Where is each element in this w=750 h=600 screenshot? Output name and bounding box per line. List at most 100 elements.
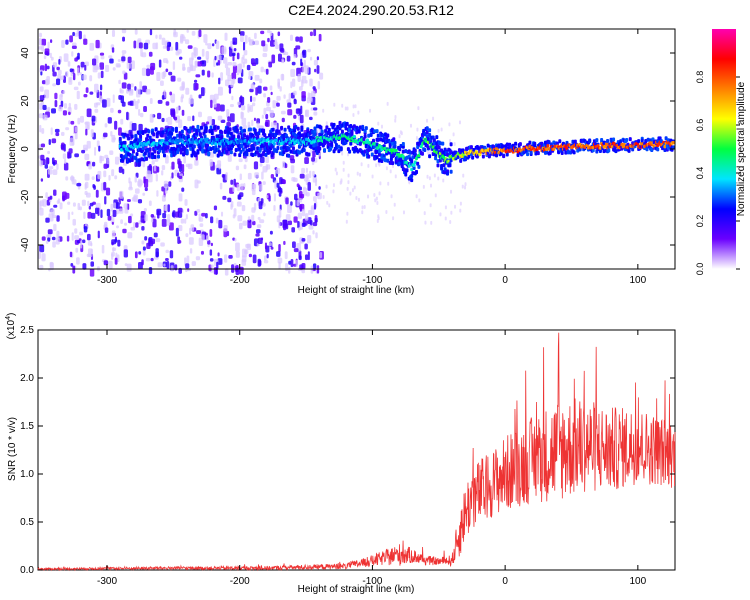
noise-speckle bbox=[292, 177, 298, 182]
noise-speckle bbox=[347, 173, 350, 178]
noise-speckle bbox=[238, 222, 243, 230]
ridge-halo bbox=[449, 169, 453, 174]
ridge-halo bbox=[328, 131, 332, 136]
ridge-core bbox=[484, 149, 488, 153]
ridge-core bbox=[195, 138, 199, 143]
noise-speckle bbox=[162, 71, 167, 78]
ridge-core bbox=[296, 138, 300, 143]
ridge-halo bbox=[161, 130, 165, 135]
ridge-core bbox=[214, 142, 218, 146]
noise-speckle bbox=[100, 209, 103, 219]
ridge-halo bbox=[459, 158, 463, 163]
noise-speckle bbox=[51, 214, 57, 219]
noise-speckle bbox=[138, 251, 142, 255]
noise-speckle bbox=[185, 263, 190, 269]
noise-speckle bbox=[247, 121, 251, 129]
y-tick-label: -40 bbox=[20, 237, 31, 252]
noise-speckle bbox=[64, 192, 70, 199]
noise-speckle bbox=[273, 204, 276, 212]
ridge-halo bbox=[528, 140, 532, 145]
noise-speckle bbox=[141, 240, 145, 245]
noise-speckle bbox=[326, 200, 329, 205]
noise-speckle bbox=[360, 162, 363, 167]
noise-speckle bbox=[261, 114, 264, 119]
noise-speckle bbox=[60, 144, 64, 150]
noise-speckle bbox=[220, 211, 224, 217]
noise-speckle bbox=[416, 127, 419, 132]
noise-speckle bbox=[252, 184, 257, 189]
noise-speckle bbox=[301, 237, 306, 242]
noise-speckle bbox=[197, 61, 202, 67]
noise-speckle bbox=[231, 72, 237, 80]
noise-speckle bbox=[108, 260, 113, 269]
ridge-halo bbox=[282, 150, 286, 155]
noise-speckle bbox=[135, 222, 139, 228]
noise-speckle bbox=[99, 52, 105, 56]
ridge-halo bbox=[253, 128, 257, 133]
ridge-halo bbox=[386, 158, 390, 163]
noise-speckle bbox=[90, 129, 94, 138]
noise-speckle bbox=[317, 192, 322, 200]
noise-speckle bbox=[307, 182, 311, 191]
noise-speckle bbox=[237, 77, 243, 84]
noise-speckle bbox=[297, 212, 303, 219]
noise-speckle bbox=[143, 208, 147, 212]
noise-speckle bbox=[76, 182, 82, 187]
noise-speckle bbox=[68, 120, 71, 125]
noise-speckle bbox=[346, 211, 349, 216]
noise-speckle bbox=[196, 208, 201, 213]
noise-speckle bbox=[310, 97, 313, 103]
noise-speckle bbox=[121, 82, 127, 89]
noise-speckle bbox=[69, 35, 73, 43]
ridge-halo bbox=[492, 145, 496, 150]
noise-speckle bbox=[285, 223, 289, 230]
noise-speckle bbox=[106, 158, 110, 165]
noise-speckle bbox=[313, 59, 319, 66]
ridge-core bbox=[604, 142, 608, 146]
noise-speckle bbox=[315, 232, 318, 239]
ridge-halo bbox=[332, 130, 336, 135]
noise-speckle bbox=[283, 240, 286, 246]
noise-speckle bbox=[178, 56, 183, 60]
noise-speckle bbox=[261, 171, 264, 180]
noise-speckle bbox=[142, 246, 146, 251]
noise-speckle bbox=[308, 224, 314, 230]
noise-speckle bbox=[233, 262, 237, 267]
ridge-halo bbox=[215, 134, 219, 139]
noise-speckle bbox=[157, 112, 162, 120]
noise-speckle bbox=[278, 186, 282, 193]
ridge-halo bbox=[134, 134, 138, 139]
ridge-halo bbox=[293, 128, 297, 133]
ridge-halo bbox=[197, 128, 201, 133]
ridge-halo bbox=[443, 167, 447, 172]
noise-speckle bbox=[232, 41, 236, 45]
noise-speckle bbox=[80, 240, 83, 249]
ridge-core bbox=[305, 137, 309, 142]
ridge-halo bbox=[275, 129, 279, 134]
noise-speckle bbox=[215, 268, 218, 275]
noise-speckle bbox=[361, 210, 364, 215]
ridge-halo bbox=[500, 144, 504, 149]
snr-x-label: Height of straight line (km) bbox=[298, 584, 415, 595]
ridge-halo bbox=[650, 147, 654, 152]
ridge-halo bbox=[573, 139, 577, 144]
noise-speckle bbox=[386, 101, 389, 106]
noise-speckle bbox=[217, 115, 223, 121]
noise-speckle bbox=[112, 209, 117, 217]
ridge-halo bbox=[435, 135, 439, 140]
ridge-halo bbox=[614, 149, 618, 154]
ridge-halo bbox=[307, 152, 311, 157]
noise-speckle bbox=[193, 47, 199, 56]
ridge-core bbox=[410, 167, 414, 172]
noise-speckle bbox=[270, 121, 273, 128]
noise-speckle bbox=[277, 78, 281, 88]
ridge-halo bbox=[391, 161, 395, 166]
noise-speckle bbox=[341, 103, 344, 108]
noise-speckle bbox=[232, 65, 238, 74]
ridge-halo bbox=[262, 152, 266, 157]
ridge-halo bbox=[438, 141, 442, 146]
ridge-halo bbox=[469, 145, 473, 150]
noise-speckle bbox=[299, 173, 305, 179]
noise-speckle bbox=[400, 131, 403, 136]
noise-speckle bbox=[142, 192, 146, 196]
